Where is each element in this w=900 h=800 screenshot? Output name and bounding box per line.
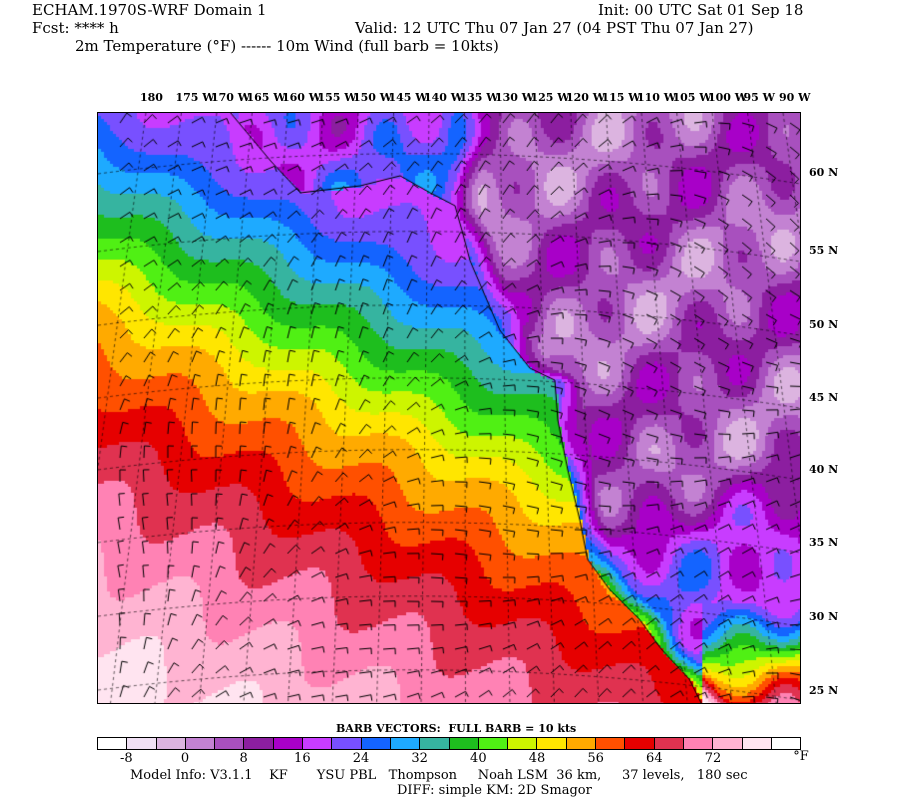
color-bar-label: 64 [646,751,663,766]
color-bar-label: 8 [239,751,248,766]
color-bar-swatch [420,738,450,749]
color-bar-swatch [244,738,274,749]
color-bar-label: 24 [352,751,370,766]
longitude-label: 140 W [424,91,464,104]
latitude-label: 35 N [809,536,839,549]
color-bar-label: -8 [119,751,133,766]
model-title: ECHAM.1970S-WRF Domain 1 [32,1,267,19]
longitude-label: 120 W [566,91,606,104]
color-bar-swatch [390,738,421,749]
color-bar-swatch [156,738,186,749]
latitude-label: 55 N [809,244,839,257]
color-bar-label: 56 [587,751,604,766]
longitude-label: 95 W [743,91,776,104]
longitude-label: 180 [140,91,163,104]
longitude-label: 130 W [495,91,535,104]
barb-legend-title: BARB VECTORS: FULL BARB = 10 kts [336,722,577,735]
longitude-label: 100 W [708,91,748,104]
longitude-label: 105 W [672,91,712,104]
longitude-label: 145 W [388,91,428,104]
color-bar-swatch [478,738,509,749]
latitude-label: 40 N [809,463,839,476]
color-bar-swatch [449,738,479,749]
color-bar-label: 72 [704,751,722,766]
color-bar [97,737,801,750]
color-bar-swatch [508,738,538,749]
model-info: Model Info: V3.1.1 KF YSU PBL Thompson N… [130,768,748,783]
color-bar-swatch [742,738,772,749]
latitude-label: 45 N [809,391,839,404]
longitude-label: 135 W [459,91,499,104]
diff-info: DIFF: simple KM: 2D Smagor [397,783,592,798]
color-bar-swatch [596,738,626,749]
longitude-label: 110 W [637,91,677,104]
latitude-label: 50 N [809,318,839,331]
longitude-label: 90 W [779,91,811,104]
color-bar-swatch [771,738,801,749]
color-bar-swatch [273,738,304,749]
longitude-labels: 180 175 W 170 W 165 W 160 W 155 W 150 W 145 W 14… [0,91,900,105]
longitude-label: 170 W [211,91,251,104]
color-bar-swatch [625,738,655,749]
color-bar-swatch [185,738,216,749]
color-bar-label: 0 [180,751,190,766]
init-time: Init: 00 UTC Sat 01 Sep 18 [598,1,804,19]
field-description: 2m Temperature (°F) ------ 10m Wind (ful… [75,37,499,55]
color-bar-swatch [683,738,714,749]
latitude-label: 30 N [809,610,839,623]
color-bar-swatch [537,738,567,749]
temperature-wind-map [97,112,801,704]
color-bar-swatch [98,738,128,749]
valid-time: Valid: 12 UTC Thu 07 Jan 27 (04 PST Thu … [355,19,754,37]
latitude-label: 60 N [809,166,839,179]
longitude-label: 125 W [530,91,570,104]
longitude-label: 160 W [282,91,322,104]
color-bar-label: 40 [470,751,487,766]
forecast-hour: Fcst: **** h [32,19,119,37]
color-bar-swatch [303,738,333,749]
color-bar-swatch [713,738,743,749]
longitude-label: 115 W [601,91,641,104]
color-bar-swatch [566,738,597,749]
unit-label: °F [793,749,809,764]
color-bar-swatch [215,738,245,749]
color-bar-swatch [332,738,362,749]
color-bar-label: 48 [528,751,546,766]
color-bar-swatch [361,738,391,749]
latitude-label: 25 N [809,684,839,697]
longitude-label: 150 W [353,91,393,104]
color-bar-label: 32 [411,751,428,766]
color-bar-swatch [127,738,157,749]
longitude-label: 155 W [317,91,357,104]
color-bar-swatch [654,738,684,749]
longitude-label: 165 W [246,91,286,104]
color-bar-label: 16 [294,751,311,766]
longitude-label: 175 W [175,91,215,104]
